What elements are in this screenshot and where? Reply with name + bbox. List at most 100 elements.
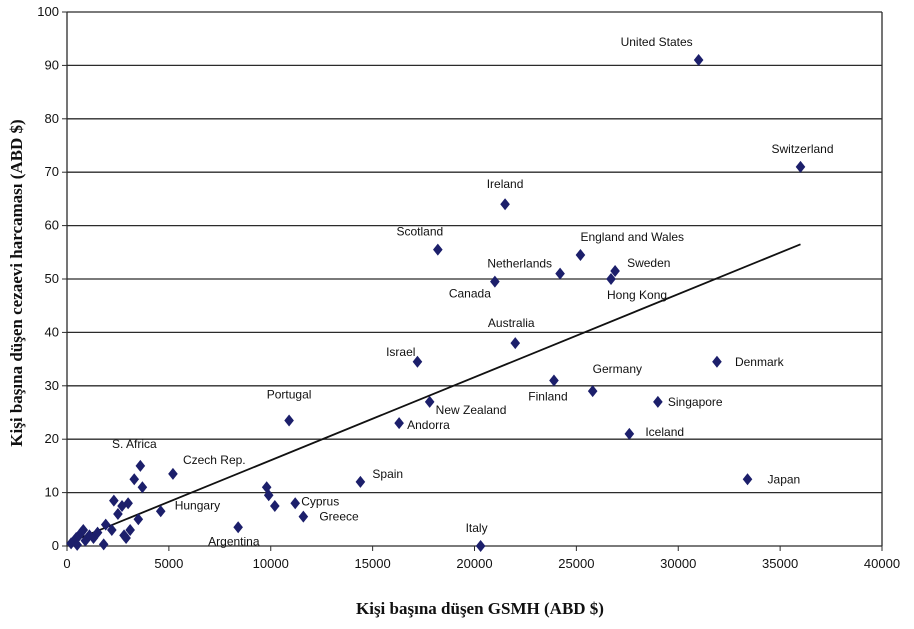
data-point [555,267,565,280]
data-point [107,523,117,536]
x-tick-label: 0 [63,556,70,571]
x-axis-title: Kişi başına düşen GSMH (ABD $) [356,599,604,618]
x-tick-label: 15000 [355,556,391,571]
data-point [233,521,243,534]
data-point [424,395,435,408]
y-tick-label: 40 [45,324,59,339]
x-tick-label: 40000 [864,556,900,571]
point-label: Sweden [627,256,670,270]
data-point [113,507,123,520]
y-tick-label: 100 [37,4,59,19]
data-point [606,273,616,285]
y-tick-label: 30 [45,378,59,393]
y-tick-label: 70 [45,164,59,179]
data-point [125,523,135,536]
data-point [298,510,309,523]
point-label: Iceland [645,425,684,439]
point-label: Switzerland [771,142,833,156]
data-point [412,355,423,368]
data-point [290,497,300,510]
point-label: Hong Kong [607,288,667,302]
y-axis-title: Kişi başına düşen cezaevi harcaması (ABD… [7,119,26,446]
y-tick-label: 20 [45,431,59,446]
data-point [135,459,146,472]
trendline [66,243,801,545]
x-tick-label: 35000 [762,556,798,571]
point-label: Andorra [407,418,450,432]
data-point [137,481,148,494]
axes [62,11,883,551]
point-label: S. Africa [112,437,157,451]
x-tick-label: 30000 [660,556,696,571]
point-label: Australia [488,316,535,330]
point-label: United States [621,35,693,49]
point-label: Singapore [668,395,723,409]
data-point [500,198,510,211]
data-point [549,374,559,387]
data-point [121,531,131,544]
grid-lines [67,11,882,494]
point-label: Canada [449,287,491,301]
data-point [270,499,280,512]
point-label: Czech Rep. [183,453,246,467]
point-label: Israel [386,345,415,359]
data-point [490,275,500,288]
data-point [109,494,119,507]
data-point [742,473,753,486]
data-point [78,523,89,536]
point-label: Cyprus [301,494,339,508]
data-point [712,355,722,368]
data-point [284,414,294,427]
point-label: Denmark [735,355,785,369]
data-point [587,385,598,398]
data-point [394,417,404,430]
y-tick-label: 80 [45,111,59,126]
point-label: Germany [593,362,642,376]
y-tick-label: 0 [52,538,59,553]
y-tick-labels: 0 10 20 30 40 50 60 70 80 90 100 [37,4,59,553]
data-point [475,540,486,552]
point-label: Finland [528,389,567,403]
point-label: Greece [319,510,359,524]
data-point [653,395,663,408]
data-point [624,427,635,440]
y-tick-label: 10 [45,485,59,500]
data-point [610,264,620,277]
point-label: Hungary [175,498,220,512]
data-points [66,54,806,552]
point-label: Netherlands [487,257,552,271]
data-point [795,160,806,173]
trendline-group [66,243,801,545]
point-label: Italy [466,521,488,535]
point-label: Ireland [487,177,524,191]
data-point [98,538,109,551]
y-tick-label: 50 [45,271,59,286]
data-point [72,538,82,551]
data-point [575,248,586,261]
point-label: Portugal [267,388,312,402]
data-point [510,337,521,350]
point-label: Spain [372,467,403,481]
y-tick-label: 90 [45,57,59,72]
data-point [155,505,166,518]
data-point [261,481,272,494]
point-label: Japan [768,472,801,486]
point-labels: United States Switzerland Ireland Scotland E… [112,35,834,548]
data-point [263,489,274,502]
y-tick-label: 60 [45,218,59,233]
data-point [100,518,111,531]
x-tick-label: 20000 [456,556,492,571]
data-point [129,473,140,486]
point-label: Argentina [208,534,260,548]
point-label: Scotland [396,225,443,239]
x-tick-label: 25000 [558,556,594,571]
data-point [693,54,704,67]
data-point [133,513,144,526]
data-point [168,467,178,480]
data-point [355,475,366,488]
data-point [92,526,103,539]
point-label: England and Wales [580,230,684,244]
x-tick-labels: 0 5000 10000 15000 20000 25000 30000 35000 40000 [63,556,900,571]
x-tick-label: 5000 [154,556,183,571]
